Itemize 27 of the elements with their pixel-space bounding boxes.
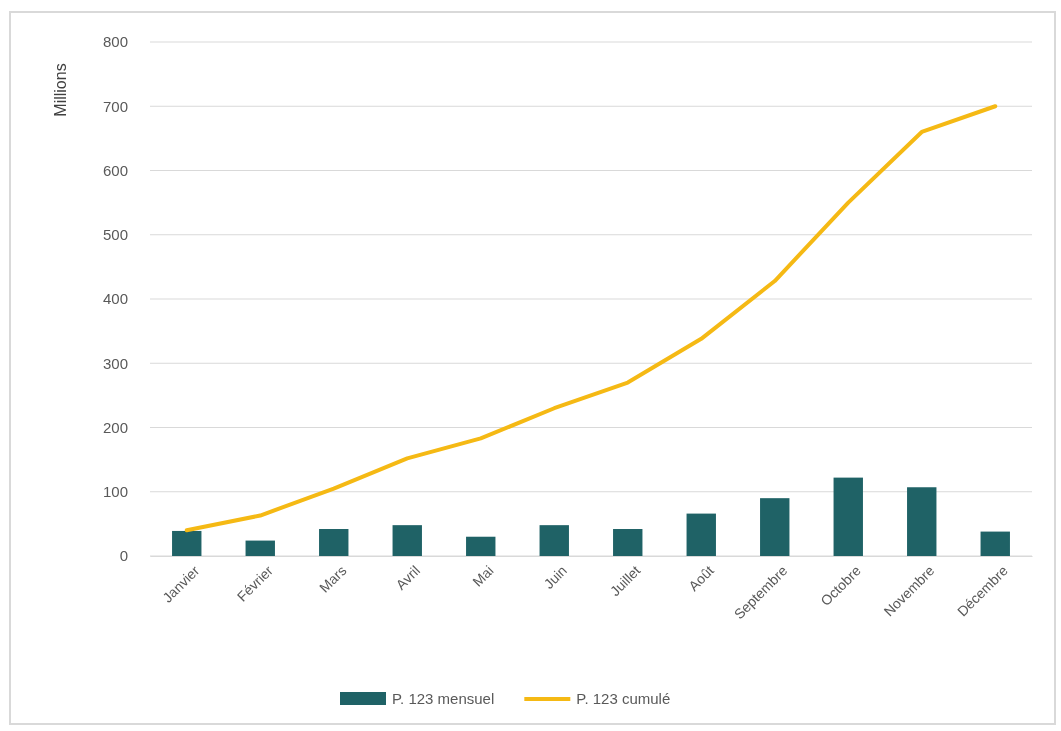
bar (980, 531, 1010, 556)
bar (466, 536, 496, 556)
bar (539, 525, 569, 556)
bar (319, 529, 349, 556)
legend-label: P. 123 cumulé (576, 690, 671, 708)
y-tick-label: 100 (102, 483, 128, 501)
line-series (184, 104, 998, 533)
y-tick-label: 0 (119, 547, 128, 565)
y-tick-label: 700 (102, 97, 128, 115)
bar (760, 498, 790, 556)
y-tick-label: 500 (102, 226, 128, 244)
x-tick-label: Juin (540, 562, 570, 592)
y-axis-title: Millions (52, 63, 69, 117)
bar (392, 525, 422, 556)
bar (245, 540, 275, 556)
y-tick-label: 300 (102, 354, 128, 372)
y-tick-label: 400 (102, 290, 128, 308)
x-tick-label: Mai (469, 562, 497, 590)
bar (833, 477, 863, 556)
bar (613, 529, 643, 556)
bar (172, 530, 202, 556)
bar (907, 487, 937, 556)
y-tick-label: 200 (102, 418, 128, 436)
bar (686, 513, 716, 556)
y-tick-label: 800 (102, 33, 128, 51)
legend-label: P. 123 mensuel (392, 690, 495, 708)
y-tick-label: 600 (102, 161, 128, 179)
